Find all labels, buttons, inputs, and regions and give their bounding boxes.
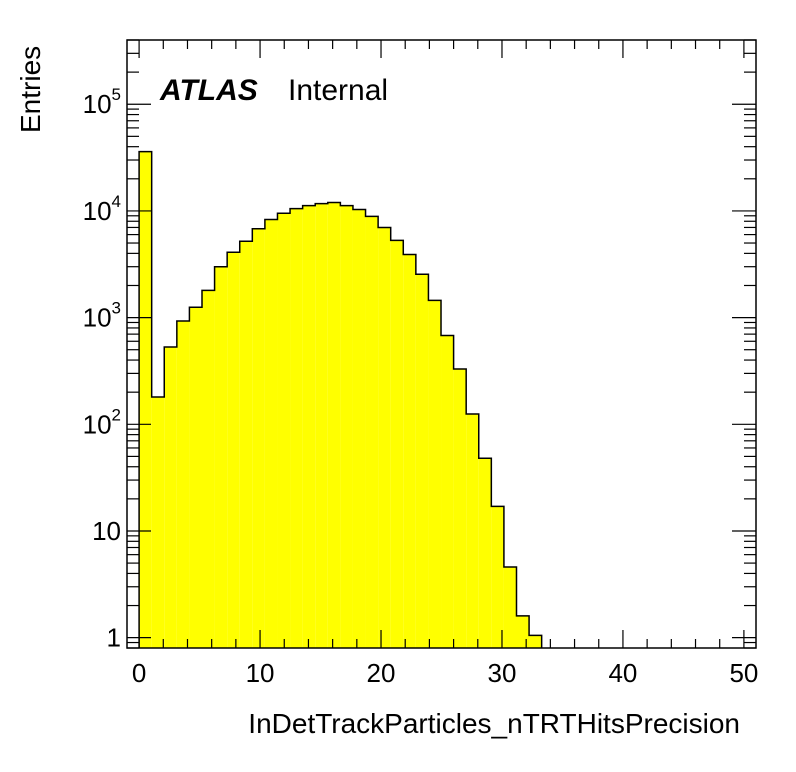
histogram-bar [478,458,492,648]
histogram-bar [466,413,479,648]
histogram-bar [516,615,530,648]
histogram-bar [264,219,278,648]
histogram-bar [403,254,416,649]
histogram-bar [315,203,328,648]
y-tick-label: 104 [83,192,121,226]
x-axis-title: InDetTrackParticles_nTRTHitsPrecision [248,708,740,739]
histogram-bar [340,205,353,648]
y-axis-ticks [127,39,756,649]
histogram-bar [327,202,341,648]
histogram-bar [214,266,228,648]
histogram-outline [138,150,543,648]
histogram-bar [189,307,202,648]
x-axis-tick-labels: 0 10 20 30 40 50 [132,658,759,688]
histogram-bar [491,506,504,648]
histogram-bar [227,252,240,649]
x-tick-label: 0 [132,658,146,688]
x-tick-label: 50 [729,658,758,688]
histogram-bar [352,209,366,648]
y-tick-label: 102 [83,405,121,439]
histogram-bar [277,213,291,648]
histogram-bar [365,216,379,649]
y-tick-label: 103 [83,299,121,333]
histogram-bar [302,205,316,648]
y-tick-label: 10 [92,516,121,546]
x-tick-label: 40 [608,658,637,688]
y-tick-label: 1 [107,623,121,653]
histogram-bar [151,397,165,648]
histogram-bar [252,228,265,648]
status-label: Internal [288,74,388,107]
x-tick-label: 30 [488,658,517,688]
histogram-bar [428,300,442,648]
histogram-bar [390,240,404,648]
plot-frame [126,39,757,649]
histogram-bar [239,241,253,648]
histogram-bar [201,290,215,648]
y-tick-label: 105 [83,85,121,119]
x-axis-ticks [138,40,745,648]
histogram-bar [378,227,391,648]
histogram-bar [415,274,429,648]
y-axis-title: Entries [15,46,46,133]
histogram-bars [139,151,542,649]
histogram-bar [139,151,152,648]
atlas-label: ATLAS [159,74,258,107]
x-tick-label: 10 [246,658,275,688]
histogram-bar [164,347,177,648]
histogram-bar [529,635,542,648]
histogram-bar [176,320,190,648]
histogram-bar [441,335,454,648]
histogram-bar [453,368,467,648]
histogram-bar [290,208,303,648]
x-tick-label: 20 [367,658,396,688]
histogram-bar [503,566,517,648]
